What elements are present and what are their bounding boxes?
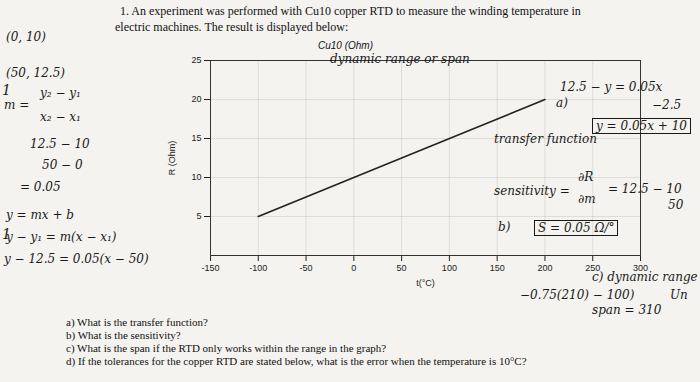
html-text:span = 310: span = 310 [592,303,662,317]
html-text:∂R: ∂R [578,170,594,184]
html-text:c) What is the span if the RTD: c) What is the span if the RTD only work… [66,342,387,354]
html-text:b): b) [498,220,511,234]
html-text:y₂ − y₁: y₂ − y₁ [40,86,81,100]
svg-text:0: 0 [351,263,356,273]
svg-text:50: 50 [397,263,407,273]
html-text:(50, 12.5): (50, 12.5) [6,66,65,80]
html-text:c) dynamic range: c) dynamic range [592,270,698,284]
html-text:Cu10 (Ohm): Cu10 (Ohm) [318,40,373,51]
html-text:x₂ − x₁: x₂ − x₁ [40,110,81,124]
svg-text:-100: -100 [249,263,267,273]
svg-text:25: 25 [191,55,201,65]
html-text:y = 0.05x + 10: y = 0.05x + 10 [596,119,687,133]
svg-text:5: 5 [196,211,201,221]
html-text:Un: Un [670,288,688,302]
html-text:12.5 − 10: 12.5 − 10 [30,137,90,151]
html-text:1: 1 [2,226,11,242]
svg-text:150: 150 [490,263,505,273]
html-text:transfer function: transfer function [494,132,597,146]
svg-text:100: 100 [442,263,457,273]
svg-text:300: 300 [633,262,648,273]
html-text:b) What is the sensitivity?: b) What is the sensitivity? [66,329,181,341]
html-text:a): a) [556,96,568,110]
html-text:= 0.05: = 0.05 [20,180,61,194]
html-text:−2.5: −2.5 [652,98,682,112]
html-text:S = 0.05 Ω/°: S = 0.05 Ω/° [538,221,615,235]
svg-text:200: 200 [537,263,552,273]
svg-text:-50: -50 [300,263,313,273]
html-text:12.5 − y = 0.05x: 12.5 − y = 0.05x [560,80,663,94]
html-text:y = mx + b: y = mx + b [6,208,74,222]
html-text:1: 1 [2,82,11,98]
html-text:= 12.5 − 10: = 12.5 − 10 [608,182,682,196]
html-text:sensitivity =: sensitivity = [494,184,570,198]
svg-text:-150: -150 [201,263,219,273]
html-text:−0.75(210) − 100): −0.75(210) − 100) [520,288,635,302]
svg-text:20: 20 [191,94,201,104]
html-text:y − 12.5 = 0.05(x − 50): y − 12.5 = 0.05(x − 50) [4,252,149,266]
svg-text:15: 15 [191,133,201,143]
html-text:50: 50 [668,198,684,212]
html-text:a) What is the transfer functi: a) What is the transfer function? [66,316,208,328]
html-text:∂m: ∂m [578,192,596,206]
html-text:m =: m = [4,98,30,112]
svg-text:t(°C): t(°C) [416,278,435,288]
svg-text:R (Ohm): R (Ohm) [167,141,177,176]
html-text:y − y₁ = m(x − x₁): y − y₁ = m(x − x₁) [6,230,117,244]
html-text:dynamic range or span: dynamic range or span [330,52,470,66]
svg-text:250: 250 [585,262,601,273]
html-text:d) If the tolerances for the c: d) If the tolerances for the copper RTD … [66,355,527,367]
html-text:1. An experiment was performed: 1. An experiment was performed with Cu10… [120,4,581,18]
html-text:electric machines. The result: electric machines. The result is display… [115,20,349,34]
svg-text:10: 10 [191,172,201,182]
html-text:50 − 0: 50 − 0 [42,158,83,172]
html-text:(0, 10): (0, 10) [6,30,46,44]
